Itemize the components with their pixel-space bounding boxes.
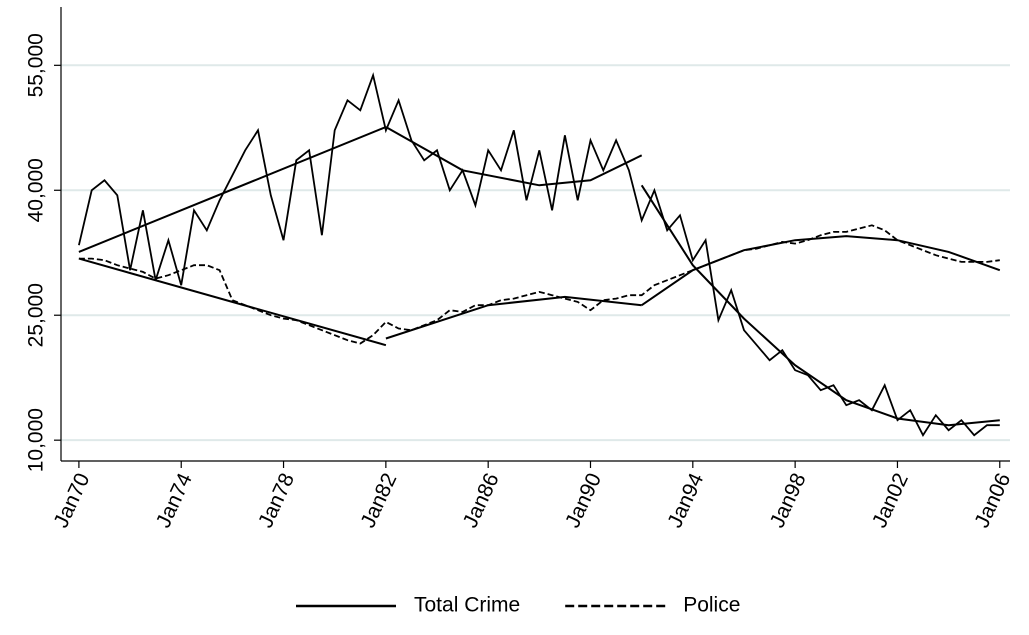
x-tick-label: Jan02 (868, 470, 913, 532)
x-tick-label: Jan86 (459, 470, 504, 532)
y-tick-label: 25,000 (25, 283, 48, 347)
x-tick-label: Jan82 (356, 470, 401, 532)
trend-line (78, 257, 387, 347)
y-tick-label: 55,000 (25, 33, 48, 97)
y-tick-label: 40,000 (25, 158, 48, 222)
legend-label: Total Crime (414, 594, 520, 617)
legend-label: Police (683, 594, 740, 617)
trend-line (385, 295, 642, 340)
x-tick-label: Jan98 (766, 470, 811, 532)
y-tick-label: 10,000 (25, 408, 48, 472)
series-line (78, 224, 1000, 345)
x-tick-label: Jan74 (152, 469, 197, 531)
x-tick-label: Jan90 (561, 470, 606, 532)
x-tick-label: Jan06 (970, 470, 1015, 532)
trend-line (640, 184, 1000, 427)
trend-line (78, 126, 387, 253)
x-tick-label: Jan70 (49, 470, 94, 532)
trend-line (385, 126, 643, 187)
series-line (78, 72, 1000, 438)
trend-line (641, 235, 1001, 307)
x-tick-label: Jan78 (254, 470, 299, 532)
x-tick-label: Jan94 (663, 469, 708, 531)
